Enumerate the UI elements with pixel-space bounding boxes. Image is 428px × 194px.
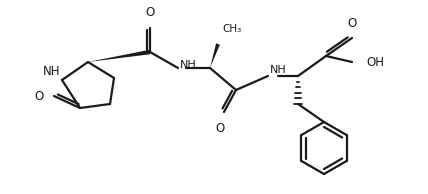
Polygon shape xyxy=(210,43,220,68)
Text: NH: NH xyxy=(180,60,197,70)
Text: NH: NH xyxy=(270,65,287,75)
Text: OH: OH xyxy=(366,55,384,68)
Text: CH₃: CH₃ xyxy=(222,24,241,34)
Text: O: O xyxy=(35,89,44,102)
Polygon shape xyxy=(88,50,150,62)
Text: O: O xyxy=(215,122,225,135)
Text: NH: NH xyxy=(42,65,60,78)
Text: O: O xyxy=(348,17,357,30)
Text: O: O xyxy=(146,6,155,19)
